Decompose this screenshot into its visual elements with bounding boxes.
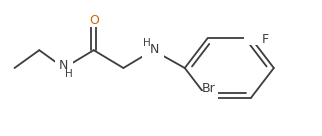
- Text: H: H: [65, 69, 73, 79]
- Bar: [142, 41, 164, 59]
- Text: F: F: [261, 33, 269, 46]
- Bar: [87, 14, 100, 27]
- Text: Br: Br: [202, 82, 215, 95]
- Bar: [244, 31, 258, 45]
- Text: O: O: [89, 14, 99, 27]
- Bar: [55, 59, 73, 77]
- Bar: [197, 91, 218, 105]
- Text: H: H: [143, 38, 151, 48]
- Text: N: N: [149, 43, 159, 56]
- Text: N: N: [58, 58, 68, 72]
